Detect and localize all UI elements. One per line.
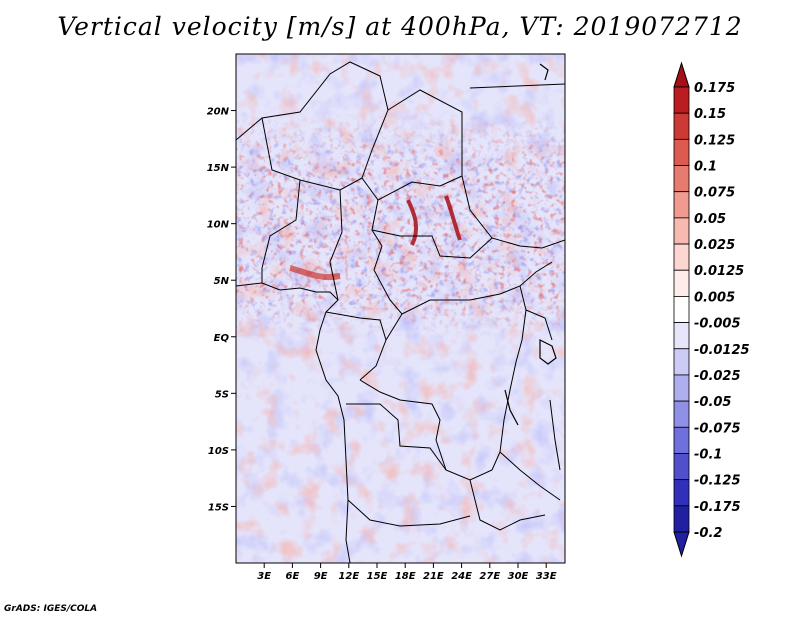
colorbar-swatch bbox=[673, 138, 690, 166]
colorbar-swatch bbox=[673, 243, 690, 271]
colorbar-label: 0.005 bbox=[694, 290, 735, 305]
lat-label: 5S bbox=[215, 389, 229, 400]
colorbar-swatch bbox=[673, 453, 690, 481]
colorbar-label: -0.175 bbox=[694, 500, 741, 515]
colorbar-label: 0.0125 bbox=[694, 264, 744, 279]
lon-label: 27E bbox=[479, 571, 500, 582]
latitude-axis: 20N 15N 10N 5N EQ 5S 10S 15S bbox=[207, 107, 236, 513]
colorbar-swatch bbox=[673, 374, 690, 402]
lon-label: 24E bbox=[451, 571, 472, 582]
colorbar-label: 0.075 bbox=[694, 186, 735, 201]
colorbar-label: 0.05 bbox=[694, 212, 726, 227]
longitude-axis: 3E 6E 9E 12E 15E 18E 21E 24E 27E 30E 33E bbox=[257, 563, 557, 582]
lon-label: 3E bbox=[257, 571, 271, 582]
vertical-velocity-field bbox=[236, 54, 565, 563]
lon-label: 21E bbox=[423, 571, 444, 582]
colorbar-swatch bbox=[673, 505, 690, 533]
colorbar-swatch bbox=[673, 217, 690, 245]
colorbar-swatch bbox=[673, 165, 690, 193]
colorbar-swatch bbox=[673, 322, 690, 350]
colorbar-label: -0.005 bbox=[694, 317, 741, 332]
colorbar-swatch bbox=[673, 479, 690, 507]
colorbar-swatch bbox=[673, 426, 690, 454]
lon-label: 9E bbox=[314, 571, 328, 582]
lat-label: 10N bbox=[207, 220, 230, 231]
footer-credit: GrADS: IGES/COLA bbox=[4, 604, 98, 614]
lat-label: 15S bbox=[208, 502, 229, 513]
colorbar-label: 0.1 bbox=[694, 160, 717, 175]
colorbar-label: -0.075 bbox=[694, 421, 741, 436]
colorbar-label: -0.2 bbox=[694, 526, 722, 541]
lat-label: 20N bbox=[207, 107, 230, 118]
map-title: Vertical velocity [m/s] at 400hPa, VT: 2… bbox=[57, 12, 743, 41]
lon-label: 30E bbox=[508, 571, 529, 582]
lon-label: 15E bbox=[367, 571, 388, 582]
country-boundaries bbox=[236, 61, 565, 563]
lat-label: 10S bbox=[208, 446, 229, 457]
colorbar-label: 0.025 bbox=[694, 238, 735, 253]
colorbar-label: -0.0125 bbox=[694, 343, 750, 358]
colorbar-label: -0.125 bbox=[694, 474, 741, 489]
colorbar-swatch bbox=[673, 86, 690, 114]
colorbar-label: 0.125 bbox=[694, 133, 735, 148]
colorbar-swatch bbox=[673, 400, 690, 428]
colorbar-label: -0.1 bbox=[694, 447, 722, 462]
colorbar: 0.175 0.15 0.125 0.1 0.075 0.05 0.025 0.0125 0.0… bbox=[673, 61, 750, 558]
colorbar-swatch bbox=[673, 112, 690, 140]
colorbar-label: 0.175 bbox=[694, 81, 735, 96]
lat-label: 5N bbox=[214, 276, 230, 287]
lat-label: 15N bbox=[207, 163, 230, 174]
colorbar-top-arrow bbox=[673, 61, 690, 88]
colorbar-bottom-arrow bbox=[673, 531, 690, 558]
lon-label: 12E bbox=[338, 571, 359, 582]
lat-label: EQ bbox=[214, 333, 230, 344]
colorbar-label: 0.15 bbox=[694, 107, 726, 122]
colorbar-swatch bbox=[673, 191, 690, 219]
lon-label: 33E bbox=[536, 571, 557, 582]
colorbar-swatch bbox=[673, 269, 690, 297]
colorbar-swatch bbox=[673, 296, 690, 323]
colorbar-label: -0.05 bbox=[694, 395, 731, 410]
lon-label: 18E bbox=[395, 571, 416, 582]
colorbar-swatch bbox=[673, 348, 690, 376]
map-frame bbox=[235, 53, 566, 564]
lon-label: 6E bbox=[286, 571, 300, 582]
colorbar-label: -0.025 bbox=[694, 369, 741, 384]
